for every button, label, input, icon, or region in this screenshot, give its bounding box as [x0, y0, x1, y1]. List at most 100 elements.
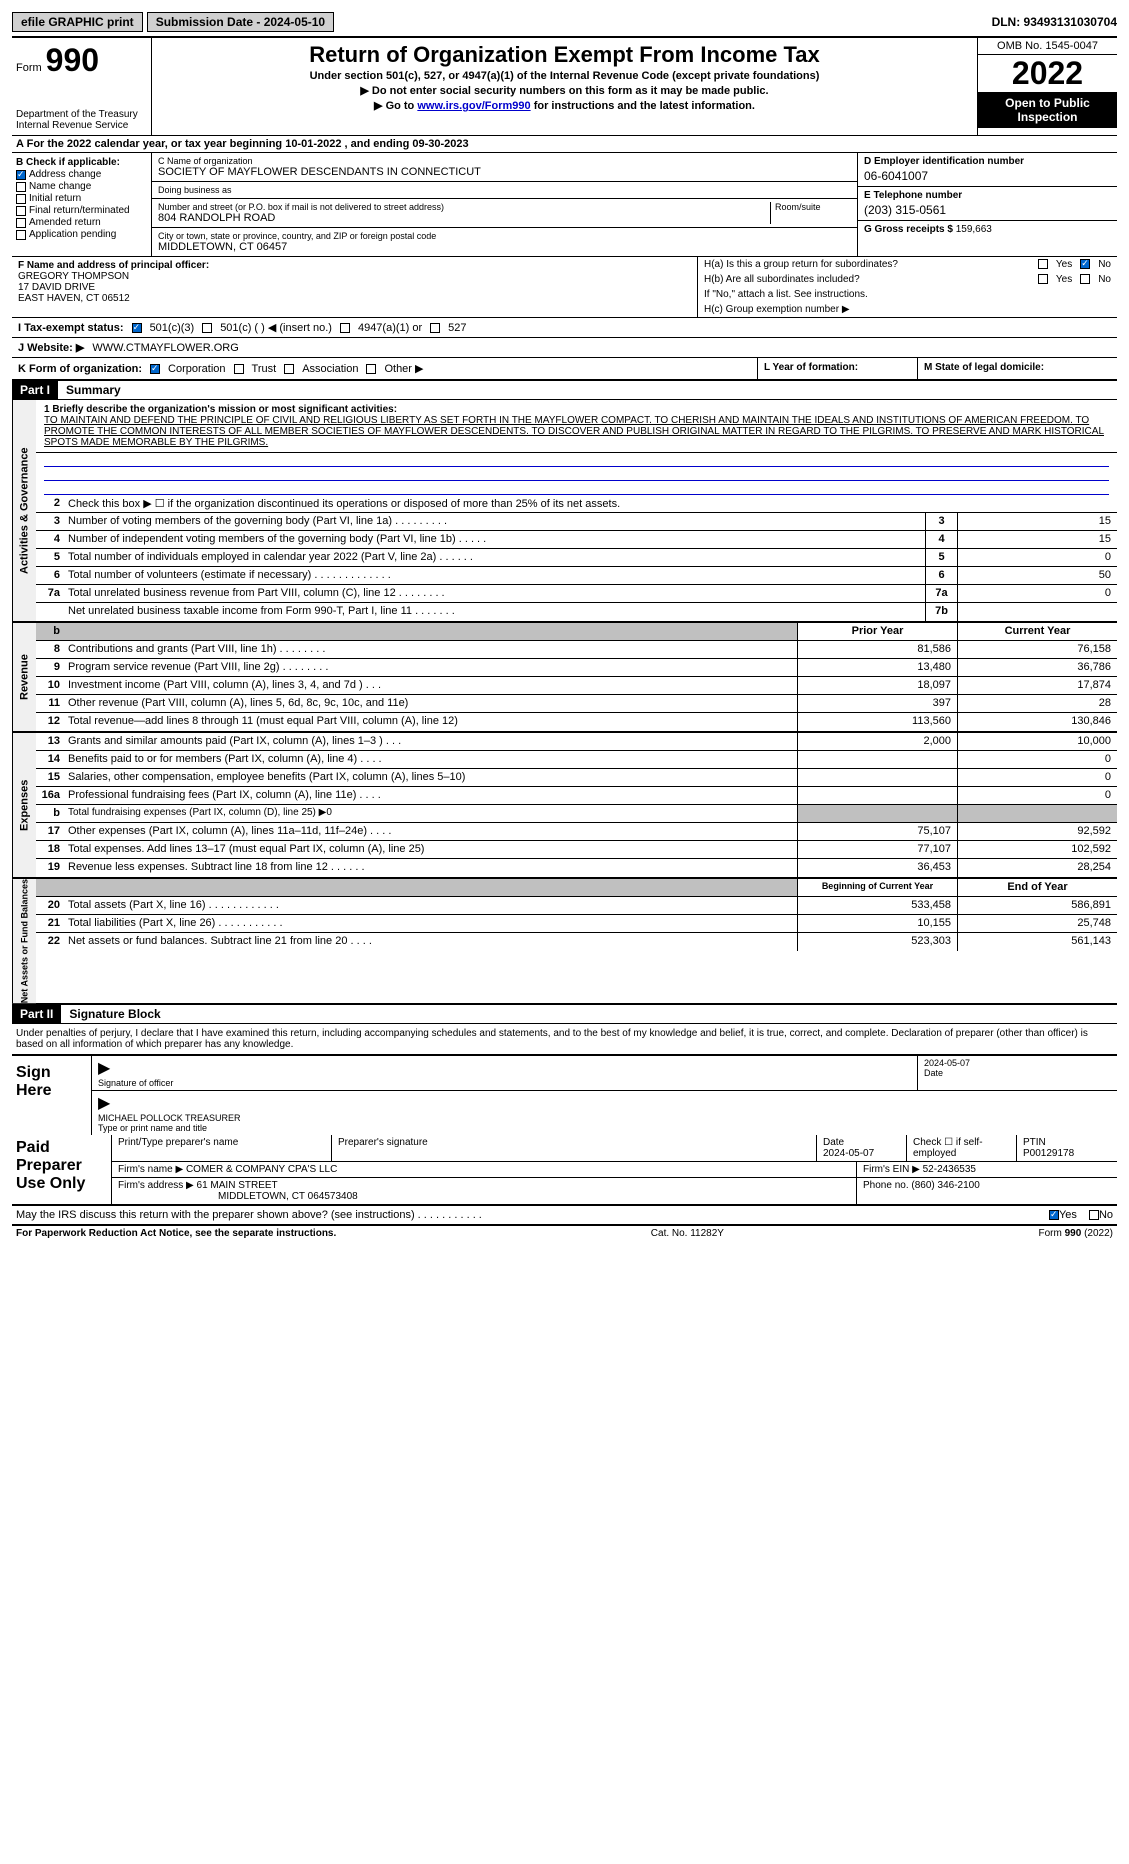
- lbl-4947: 4947(a)(1) or: [358, 322, 422, 334]
- c17: 92,592: [957, 823, 1117, 840]
- hb-label: H(b) Are all subordinates included?: [704, 274, 1038, 285]
- dln: DLN: 93493131030704: [992, 15, 1117, 29]
- p8: 81,586: [797, 641, 957, 658]
- lbl-amended: Amended return: [29, 217, 101, 228]
- efile-btn[interactable]: efile GRAPHIC print: [12, 12, 143, 32]
- line4: Number of independent voting members of …: [64, 531, 925, 548]
- ein-label: D Employer identification number: [864, 156, 1111, 167]
- org-name-label: C Name of organization: [158, 156, 851, 166]
- lbl-other: Other ▶: [384, 362, 423, 375]
- line16b: Total fundraising expenses (Part IX, col…: [64, 805, 797, 822]
- prior-year-hdr: Prior Year: [797, 623, 957, 640]
- officer-city: EAST HAVEN, CT 06512: [18, 293, 691, 304]
- vtab-expenses: Expenses: [12, 733, 36, 877]
- discuss-row: May the IRS discuss this return with the…: [12, 1206, 1117, 1226]
- vtab-revenue: Revenue: [12, 623, 36, 731]
- part1-header-row: Part I Summary: [12, 381, 1117, 400]
- expenses-section: Expenses 13Grants and similar amounts pa…: [12, 733, 1117, 879]
- ptin-value: P00129178: [1023, 1148, 1111, 1159]
- lbl-initial-return: Initial return: [29, 193, 81, 204]
- phone-value: (203) 315-0561: [864, 203, 1111, 217]
- firm-name-label: Firm's name ▶: [118, 1164, 183, 1175]
- lbl-corp: Corporation: [168, 363, 225, 375]
- irs-label: Internal Revenue Service: [16, 120, 147, 131]
- lbl-app-pending: Application pending: [29, 229, 116, 240]
- chk-trust[interactable]: [234, 364, 244, 374]
- org-name: SOCIETY OF MAYFLOWER DESCENDANTS IN CONN…: [158, 166, 851, 178]
- check-self-employed: Check ☐ if self-employed: [907, 1135, 1017, 1161]
- line13: Grants and similar amounts paid (Part IX…: [64, 733, 797, 750]
- form-number: 990: [46, 42, 99, 79]
- goto-post: for instructions and the latest informat…: [531, 100, 755, 112]
- chk-hb-no[interactable]: [1080, 274, 1090, 284]
- p18: 77,107: [797, 841, 957, 858]
- p13: 2,000: [797, 733, 957, 750]
- lbl-final-return: Final return/terminated: [29, 205, 130, 216]
- irs-link[interactable]: www.irs.gov/Form990: [417, 100, 530, 112]
- sig-date-val: 2024-05-07: [924, 1058, 1111, 1068]
- period-row: A For the 2022 calendar year, or tax yea…: [12, 136, 1117, 153]
- chk-501c[interactable]: [202, 323, 212, 333]
- paid-phone-label: Phone no.: [863, 1180, 909, 1191]
- p12: 113,560: [797, 713, 957, 731]
- phone-label: E Telephone number: [864, 190, 1111, 201]
- line7a: Total unrelated business revenue from Pa…: [64, 585, 925, 602]
- firm-addr-label: Firm's address ▶: [118, 1180, 194, 1191]
- p17: 75,107: [797, 823, 957, 840]
- chk-527[interactable]: [430, 323, 440, 333]
- line6: Total number of volunteers (estimate if …: [64, 567, 925, 584]
- line16a: Professional fundraising fees (Part IX, …: [64, 787, 797, 804]
- omb-number: OMB No. 1545-0047: [978, 38, 1117, 55]
- p22: 523,303: [797, 933, 957, 951]
- c14: 0: [957, 751, 1117, 768]
- ein-value: 06-6041007: [864, 169, 1111, 183]
- lbl-501c: 501(c) ( ) ◀ (insert no.): [220, 321, 332, 334]
- chk-assoc[interactable]: [284, 364, 294, 374]
- main-title: Return of Organization Exempt From Incom…: [160, 42, 969, 68]
- goto-pre: ▶ Go to: [374, 100, 417, 112]
- current-year-hdr: Current Year: [957, 623, 1117, 640]
- hc-label: H(c) Group exemption number ▶: [704, 304, 850, 315]
- suite-label: Room/suite: [775, 202, 851, 212]
- period-text: For the 2022 calendar year, or tax year …: [27, 138, 469, 150]
- chk-address-change[interactable]: [16, 170, 26, 180]
- chk-other[interactable]: [366, 364, 376, 374]
- c11: 28: [957, 695, 1117, 712]
- chk-ha-no[interactable]: [1080, 259, 1090, 269]
- footer: For Paperwork Reduction Act Notice, see …: [12, 1226, 1117, 1241]
- section-f-h: F Name and address of principal officer:…: [12, 257, 1117, 318]
- chk-app-pending[interactable]: [16, 230, 26, 240]
- lbl-no: No: [1098, 259, 1111, 270]
- discuss-text: May the IRS discuss this return with the…: [16, 1209, 1049, 1221]
- chk-name-change[interactable]: [16, 182, 26, 192]
- chk-ha-yes[interactable]: [1038, 259, 1048, 269]
- hb-note: If "No," attach a list. See instructions…: [704, 289, 868, 300]
- p10: 18,097: [797, 677, 957, 694]
- vtab-activities: Activities & Governance: [12, 400, 36, 621]
- footer-left: For Paperwork Reduction Act Notice, see …: [16, 1228, 336, 1239]
- part1-header: Part I: [12, 381, 58, 399]
- prep-name-label: Print/Type preparer's name: [112, 1135, 332, 1161]
- part1-title: Summary: [58, 383, 121, 397]
- blank-1: [44, 453, 1109, 467]
- chk-amended[interactable]: [16, 218, 26, 228]
- firm-name: COMER & COMPANY CPA'S LLC: [186, 1164, 337, 1175]
- chk-hb-yes[interactable]: [1038, 274, 1048, 284]
- row-i: I Tax-exempt status: 501(c)(3) 501(c) ( …: [12, 318, 1117, 338]
- line14: Benefits paid to or for members (Part IX…: [64, 751, 797, 768]
- chk-4947[interactable]: [340, 323, 350, 333]
- chk-final-return[interactable]: [16, 206, 26, 216]
- line19: Revenue less expenses. Subtract line 18 …: [64, 859, 797, 877]
- chk-discuss-no[interactable]: [1089, 1210, 1099, 1220]
- line15: Salaries, other compensation, employee b…: [64, 769, 797, 786]
- lbl-trust: Trust: [252, 363, 277, 375]
- val5: 0: [957, 549, 1117, 566]
- chk-discuss-yes[interactable]: [1049, 1210, 1059, 1220]
- chk-initial-return[interactable]: [16, 194, 26, 204]
- gross-value: 159,663: [956, 224, 992, 235]
- submission-btn[interactable]: Submission Date - 2024-05-10: [147, 12, 334, 32]
- blank-3: [44, 481, 1109, 495]
- chk-501c3[interactable]: [132, 323, 142, 333]
- open-public: Open to Public Inspection: [978, 92, 1117, 128]
- chk-corp[interactable]: [150, 364, 160, 374]
